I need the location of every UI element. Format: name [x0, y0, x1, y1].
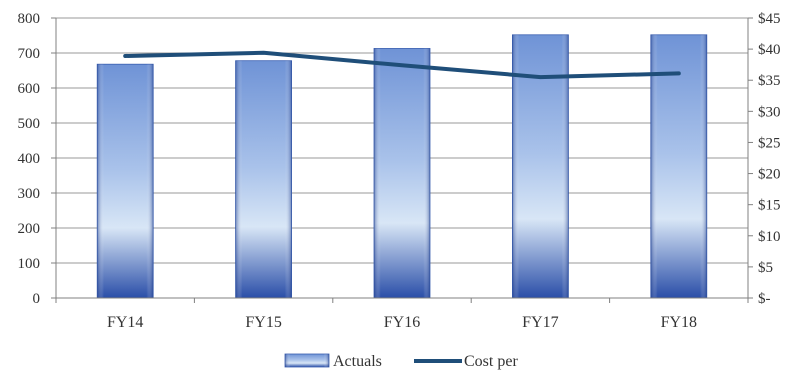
legend-label-actuals: Actuals	[333, 353, 382, 370]
y-right-tick-label: $20	[758, 167, 781, 183]
y-right-tick-label: $45	[758, 11, 781, 27]
axes	[51, 17, 753, 303]
x-tick-label: FY17	[522, 314, 558, 331]
y-left-tick-label: 500	[18, 116, 41, 132]
bar-shade-fy15	[235, 60, 292, 299]
x-tick-label: FY18	[661, 314, 697, 331]
cost-per-line	[123, 50, 681, 80]
y-left-tick-label: 200	[18, 221, 41, 237]
y-left-tick-label: 0	[33, 291, 41, 307]
y-left-tick-label: 300	[18, 186, 41, 202]
bar-shade-fy18	[650, 34, 707, 299]
y-right-tick-label: $30	[758, 104, 781, 120]
legend: Actuals Cost per	[284, 353, 518, 370]
bar-shade-fy14	[97, 64, 154, 298]
y-right-tick-label: $10	[758, 229, 781, 245]
legend-swatch-actuals-shade	[285, 354, 329, 367]
y-right-tick-label: $35	[758, 73, 781, 89]
y-left-tick-label: 100	[18, 256, 41, 272]
cost-per-line-series	[123, 50, 681, 80]
legend-label-cost-per: Cost per	[464, 353, 518, 370]
bars	[96, 34, 708, 299]
x-tick-label: FY16	[384, 314, 420, 331]
y-left-tick-label: 400	[18, 151, 41, 167]
y-left-tick-label: 800	[18, 11, 41, 27]
y-right-tick-label: $5	[758, 260, 773, 276]
y-right-tick-label: $15	[758, 198, 781, 214]
x-tick-label: FY15	[245, 314, 281, 331]
y-left-tick-label: 600	[18, 81, 41, 97]
axis-labels: 0 100 200 300 400 500 600 700 800 $- $5 $10 $15 $20 $2…	[18, 11, 781, 331]
y-right-tick-label: $25	[758, 135, 781, 151]
y-left-tick-label: 700	[18, 46, 41, 62]
y-right-tick-label: $40	[758, 42, 781, 58]
y-right-tick-label: $-	[758, 291, 771, 307]
bar-shade-fy16	[374, 48, 430, 299]
x-tick-label: FY14	[107, 314, 143, 331]
